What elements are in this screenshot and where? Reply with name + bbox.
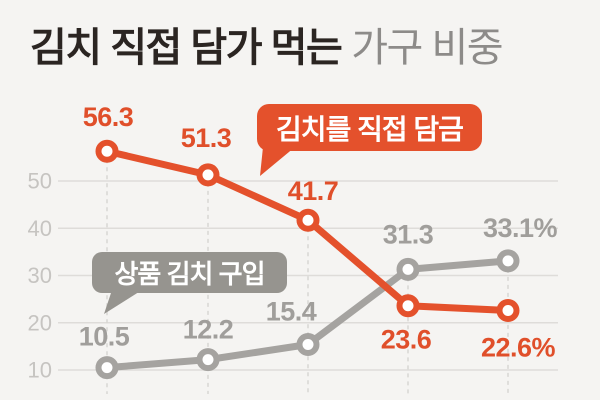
legend-callout-buy-kimchi-label: 상품 김치 구입: [114, 259, 266, 289]
chart-title: 김치 직접 담가 먹는 가구 비중: [30, 24, 504, 72]
y-tick-label: 50: [28, 169, 52, 194]
y-tick-label: 30: [28, 263, 52, 288]
data-point-marker: [95, 139, 119, 163]
data-point-marker: [296, 332, 320, 356]
data-point-marker: [196, 163, 220, 187]
data-point-marker: [196, 348, 220, 372]
callout-tail: [260, 147, 295, 176]
data-value-label: 15.4: [266, 296, 317, 326]
data-point-marker: [496, 298, 520, 322]
data-point-marker: [396, 257, 420, 281]
legend-callout-make-kimchi-label: 김치를 직접 담금: [276, 113, 464, 145]
callout-tail: [104, 290, 142, 314]
data-value-label: 33.1%: [483, 213, 558, 243]
y-tick-label: 10: [28, 358, 52, 383]
data-value-label: 56.3: [83, 102, 134, 132]
data-point-marker: [396, 294, 420, 318]
chart-title-sub: 가구 비중: [351, 26, 503, 70]
data-point-marker: [496, 249, 520, 273]
legend-callout-buy-kimchi: 상품 김치 구입: [92, 252, 287, 293]
data-value-label: 10.5: [79, 322, 130, 352]
data-value-label: 31.3: [383, 219, 434, 249]
legend-callout-make-kimchi: 김치를 직접 담금: [257, 104, 482, 151]
data-value-label: 12.2: [183, 315, 234, 345]
chart-title-main: 김치 직접 담가 먹는: [30, 26, 343, 70]
data-value-label: 23.6: [381, 325, 432, 355]
data-point-marker: [95, 356, 119, 380]
y-tick-label: 20: [28, 310, 52, 335]
data-point-marker: [296, 208, 320, 232]
data-value-label: 22.6%: [481, 332, 556, 362]
y-tick-label: 40: [28, 216, 52, 241]
data-value-label: 51.3: [181, 123, 232, 153]
data-value-label: 41.7: [288, 176, 339, 206]
